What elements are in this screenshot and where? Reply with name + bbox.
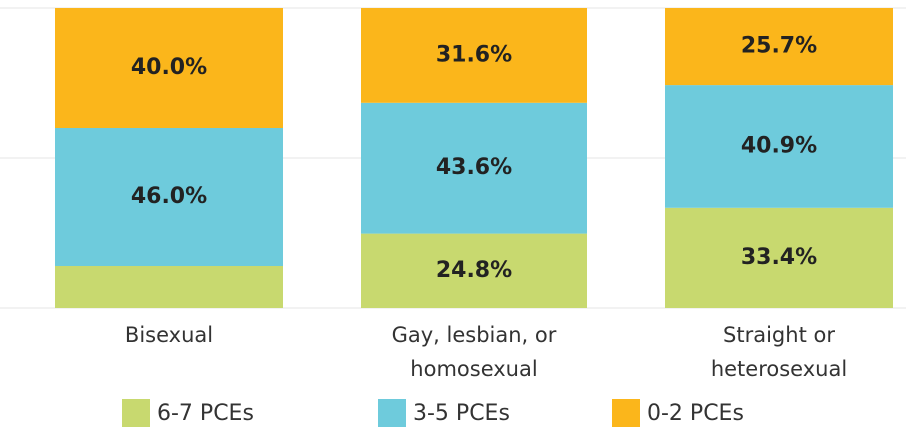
bar-segment [361,8,587,103]
bar-segment [55,128,283,266]
legend-label: 3-5 PCEs [413,401,510,426]
bar-segment [361,233,587,308]
x-tick-label: Straight or heterosexual [710,323,848,381]
value-label: 31.6% [436,42,512,67]
value-label: 46.0% [131,184,207,209]
value-label: 40.9% [741,133,817,158]
legend-swatch [378,399,406,427]
x-tick-label: Bisexual [124,323,214,347]
bar-segment [665,85,893,208]
legend-label: 0-2 PCEs [647,401,744,426]
bar-segment [55,8,283,128]
legend-swatch [122,399,150,427]
x-tick-label: Gay, lesbian, or homosexual [391,323,557,381]
bar-segment [55,266,283,308]
value-label: 43.6% [436,155,512,180]
value-label: 33.4% [741,245,817,270]
value-label: 40.0% [131,55,207,80]
legend-swatch [612,399,640,427]
bar-segment [665,207,893,308]
value-label: 24.8% [436,258,512,283]
legend-label: 6-7 PCEs [157,401,254,426]
bar-segment [665,8,893,86]
value-label: 25.7% [741,34,817,59]
bar-segment [361,102,587,234]
